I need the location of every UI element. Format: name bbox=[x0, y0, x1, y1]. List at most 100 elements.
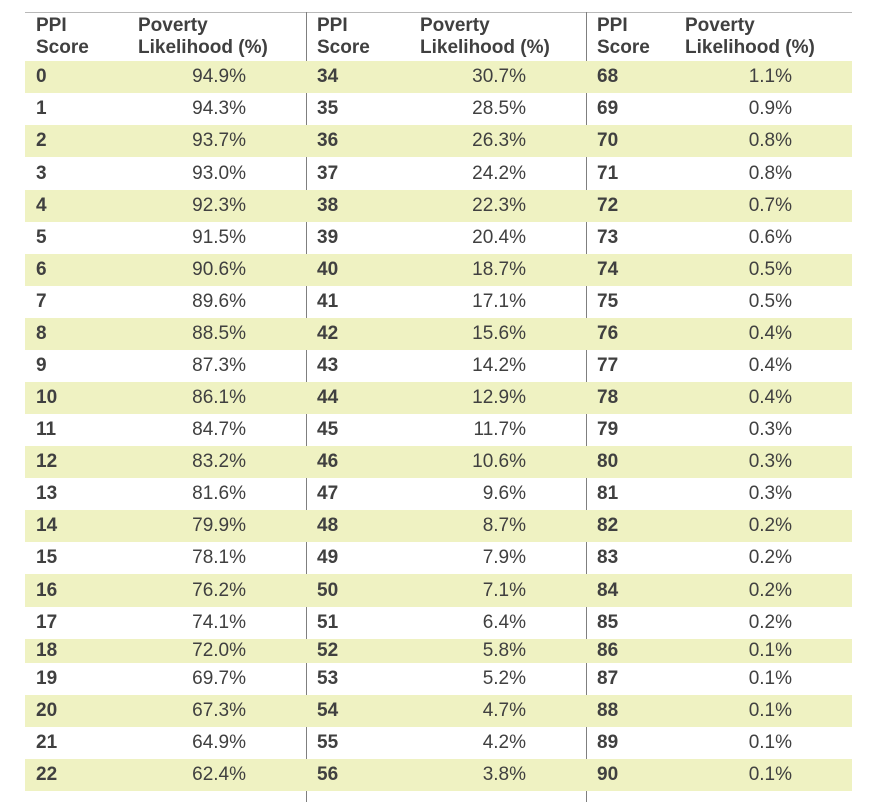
ppi-score-cell: 43 bbox=[317, 355, 339, 376]
ppi-score-cell: 44 bbox=[317, 387, 339, 408]
poverty-likelihood-cell: 0.2% bbox=[748, 515, 792, 536]
table-header: PPI Score Poverty Likelihood (%) PPI Sco… bbox=[25, 13, 852, 61]
poverty-likelihood-cell: 0.1% bbox=[748, 764, 792, 785]
table-row: 20 67.3% 54 4.7% 88 0.1% bbox=[25, 695, 852, 727]
ppi-score-cell: 21 bbox=[36, 732, 58, 753]
ppi-score-cell: 50 bbox=[317, 579, 339, 601]
table-row: 22 62.4% 56 3.8% 90 0.1% bbox=[25, 759, 852, 791]
ppi-score-cell: 12 bbox=[36, 451, 58, 472]
poverty-likelihood-cell: 15.6% bbox=[472, 323, 526, 344]
poverty-likelihood-cell: 0.2% bbox=[748, 612, 792, 633]
poverty-likelihood-cell: 0.6% bbox=[748, 227, 792, 248]
poverty-likelihood-cell: 26.3% bbox=[472, 130, 526, 151]
ppi-score-cell: 80 bbox=[597, 451, 619, 472]
poverty-likelihood-cell: 0.1% bbox=[748, 640, 792, 661]
ppi-score-cell: 5 bbox=[36, 227, 47, 248]
poverty-likelihood-cell: 0.3% bbox=[748, 451, 792, 472]
poverty-likelihood-cell: 0.1% bbox=[748, 668, 792, 689]
poverty-likelihood-cell: 92.3% bbox=[192, 195, 246, 216]
poverty-likelihood-cell: 7.9% bbox=[482, 547, 526, 568]
ppi-score-cell: 37 bbox=[317, 162, 339, 184]
poverty-likelihood-cell: 94.3% bbox=[192, 98, 246, 119]
poverty-likelihood-cell: 5.8% bbox=[482, 640, 526, 661]
ppi-score-cell: 22 bbox=[36, 764, 58, 785]
ppi-score-cell: 13 bbox=[36, 483, 58, 504]
table-row: 18 72.0% 52 5.8% 86 0.1% bbox=[25, 639, 852, 663]
ppi-score-cell: 76 bbox=[597, 323, 619, 344]
ppi-score-cell: 68 bbox=[597, 66, 619, 87]
poverty-likelihood-cell: 0.7% bbox=[748, 195, 792, 216]
ppi-score-cell: 45 bbox=[317, 419, 339, 440]
ppi-score-cell: 56 bbox=[317, 764, 339, 785]
ppi-score-cell: 88 bbox=[597, 700, 619, 721]
ppi-score-cell: 36 bbox=[317, 130, 339, 151]
poverty-likelihood-cell: 0.8% bbox=[748, 162, 792, 184]
table-row: 14 79.9% 48 8.7% 82 0.2% bbox=[25, 510, 852, 542]
ppi-score-cell: 2 bbox=[36, 130, 47, 151]
poverty-likelihood-cell: 12.9% bbox=[472, 387, 526, 408]
table-row: 21 64.9% 55 4.2% 89 0.1% bbox=[25, 727, 852, 759]
ppi-score-cell: 74 bbox=[597, 259, 619, 280]
table-top-border bbox=[25, 12, 852, 13]
header-ppi-score: PPI Score bbox=[597, 15, 650, 58]
ppi-score-cell: 42 bbox=[317, 323, 339, 344]
poverty-likelihood-cell: 76.2% bbox=[192, 579, 246, 601]
table-row: 13 81.6% 47 9.6% 81 0.3% bbox=[25, 478, 852, 510]
ppi-score-cell: 75 bbox=[597, 291, 619, 312]
header-ppi-score: PPI Score bbox=[317, 15, 370, 58]
poverty-likelihood-cell: 91.5% bbox=[192, 227, 246, 248]
header-poverty-likelihood: Poverty Likelihood (%) bbox=[420, 15, 550, 58]
ppi-score-cell: 9 bbox=[36, 355, 47, 376]
poverty-likelihood-cell: 81.6% bbox=[192, 483, 246, 504]
poverty-likelihood-cell: 64.9% bbox=[192, 732, 246, 753]
poverty-likelihood-cell: 5.2% bbox=[482, 668, 526, 689]
poverty-likelihood-cell: 4.2% bbox=[482, 732, 526, 753]
ppi-score-cell: 87 bbox=[597, 668, 619, 689]
poverty-likelihood-cell: 0.1% bbox=[748, 700, 792, 721]
ppi-score-cell: 47 bbox=[317, 483, 339, 504]
ppi-score-cell: 40 bbox=[317, 259, 339, 280]
ppi-score-cell: 10 bbox=[36, 387, 58, 408]
ppi-score-cell: 7 bbox=[36, 291, 47, 312]
ppi-score-cell: 46 bbox=[317, 451, 339, 472]
poverty-likelihood-cell: 4.7% bbox=[482, 700, 526, 721]
poverty-likelihood-cell: 0.4% bbox=[748, 323, 792, 344]
ppi-score-cell: 52 bbox=[317, 640, 339, 661]
table-row: 12 83.2% 46 10.6% 80 0.3% bbox=[25, 446, 852, 478]
table-row: 6 90.6% 40 18.7% 74 0.5% bbox=[25, 254, 852, 286]
poverty-likelihood-cell: 0.4% bbox=[748, 387, 792, 408]
table-row: 5 91.5% 39 20.4% 73 0.6% bbox=[25, 222, 852, 254]
poverty-likelihood-cell: 83.2% bbox=[192, 451, 246, 472]
table-row: 17 74.1% 51 6.4% 85 0.2% bbox=[25, 607, 852, 639]
poverty-likelihood-cell: 14.2% bbox=[472, 355, 526, 376]
poverty-likelihood-cell: 8.7% bbox=[482, 515, 526, 536]
header-poverty-likelihood: Poverty Likelihood (%) bbox=[685, 15, 815, 58]
poverty-likelihood-cell: 0.5% bbox=[748, 291, 792, 312]
ppi-score-cell: 48 bbox=[317, 515, 339, 536]
ppi-score-cell: 18 bbox=[36, 640, 58, 661]
ppi-score-cell: 38 bbox=[317, 195, 339, 216]
header-ppi-score: PPI Score bbox=[36, 15, 89, 58]
poverty-likelihood-cell: 79.9% bbox=[192, 515, 246, 536]
ppi-score-cell: 83 bbox=[597, 547, 619, 568]
poverty-likelihood-cell: 7.1% bbox=[482, 579, 526, 601]
poverty-likelihood-cell: 28.5% bbox=[472, 98, 526, 119]
ppi-score-cell: 15 bbox=[36, 547, 58, 568]
table-row: 19 69.7% 53 5.2% 87 0.1% bbox=[25, 663, 852, 695]
table-row: 2 93.7% 36 26.3% 70 0.8% bbox=[25, 125, 852, 157]
poverty-likelihood-cell: 72.0% bbox=[192, 640, 246, 661]
ppi-score-cell: 8 bbox=[36, 323, 47, 344]
poverty-likelihood-cell: 20.4% bbox=[472, 227, 526, 248]
poverty-likelihood-cell: 67.3% bbox=[192, 700, 246, 721]
poverty-likelihood-cell: 0.4% bbox=[748, 355, 792, 376]
ppi-score-cell: 41 bbox=[317, 291, 339, 312]
poverty-likelihood-cell: 88.5% bbox=[192, 323, 246, 344]
ppi-score-cell: 49 bbox=[317, 547, 339, 568]
poverty-likelihood-cell: 78.1% bbox=[192, 547, 246, 568]
ppi-score-cell: 39 bbox=[317, 227, 339, 248]
poverty-likelihood-cell: 3.8% bbox=[482, 764, 526, 785]
poverty-likelihood-cell: 90.6% bbox=[192, 259, 246, 280]
table-row: 9 87.3% 43 14.2% 77 0.4% bbox=[25, 350, 852, 382]
ppi-score-cell: 84 bbox=[597, 579, 619, 601]
table-row: 11 84.7% 45 11.7% 79 0.3% bbox=[25, 414, 852, 446]
